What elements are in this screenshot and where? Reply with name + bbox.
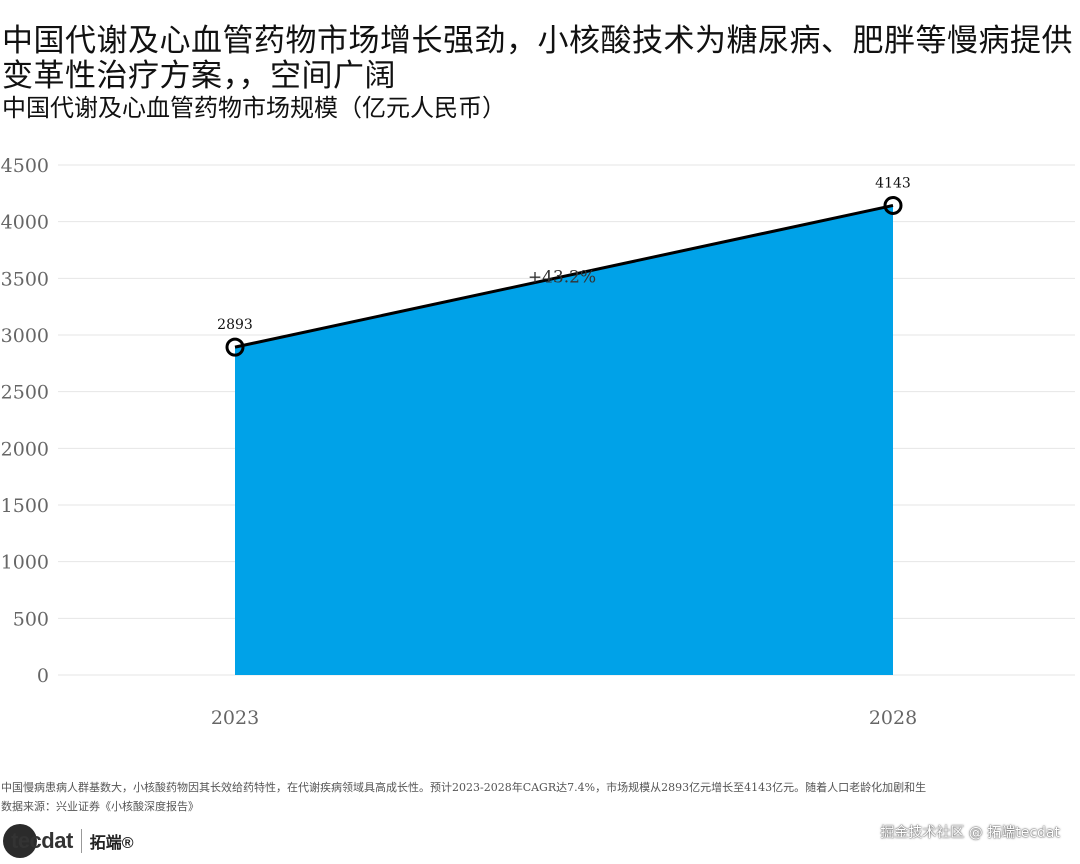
x-axis-ticks: 2023 2028 [211,707,917,729]
area-chart: 0 500 1000 1500 2000 2500 3000 3500 4000 4500 289… [1,155,1075,729]
y-tick-label: 1500 [1,495,49,517]
y-tick-label: 0 [37,665,49,687]
series-line [234,203,894,349]
area-fill [235,205,893,675]
chart-subtitle: 中国代谢及心血管药物市场规模（亿元人民币） [2,94,506,122]
growth-annotation: +43.2% [528,267,596,287]
data-point [883,195,903,215]
x-tick-label: 2023 [211,707,259,729]
divider [80,829,82,853]
y-tick-label: 2000 [1,438,49,460]
y-tick-label: 500 [13,608,49,630]
brand-name: 拓端® [89,835,134,852]
y-tick-label: 4000 [1,212,49,234]
brand-logo: tecdat 拓端® [3,822,134,860]
area-series [234,203,894,675]
data-point [225,337,245,357]
watermark: 掘金技术社区 @ 拓端tecdat [880,825,1060,841]
y-tick-label: 3000 [1,325,49,347]
source-text: 数据来源：兴业证券《小核酸深度报告》 [1,800,199,813]
logo-text: tecdat [11,828,73,853]
y-tick-label: 1000 [1,552,49,574]
data-label: 2893 [217,317,253,333]
chart-title: 中国代谢及心血管药物市场增长强劲，小核酸技术为糖尿病、肥胖等慢病提供变革性治疗方… [2,23,1073,94]
y-tick-label: 3500 [1,268,49,290]
footnote-text: 中国慢病患病人群基数大，小核酸药物因其长效给药特性，在代谢疾病领域具高成长性。预… [1,781,927,794]
data-markers: 2893 4143 [217,175,911,357]
y-tick-label: 2500 [1,382,49,404]
y-tick-label: 4500 [1,155,49,177]
y-axis-ticks: 0 500 1000 1500 2000 2500 3000 3500 4000 4500 [1,155,49,687]
data-label: 4143 [875,175,911,191]
logo-circle-icon [3,824,37,858]
x-tick-label: 2028 [869,707,917,729]
